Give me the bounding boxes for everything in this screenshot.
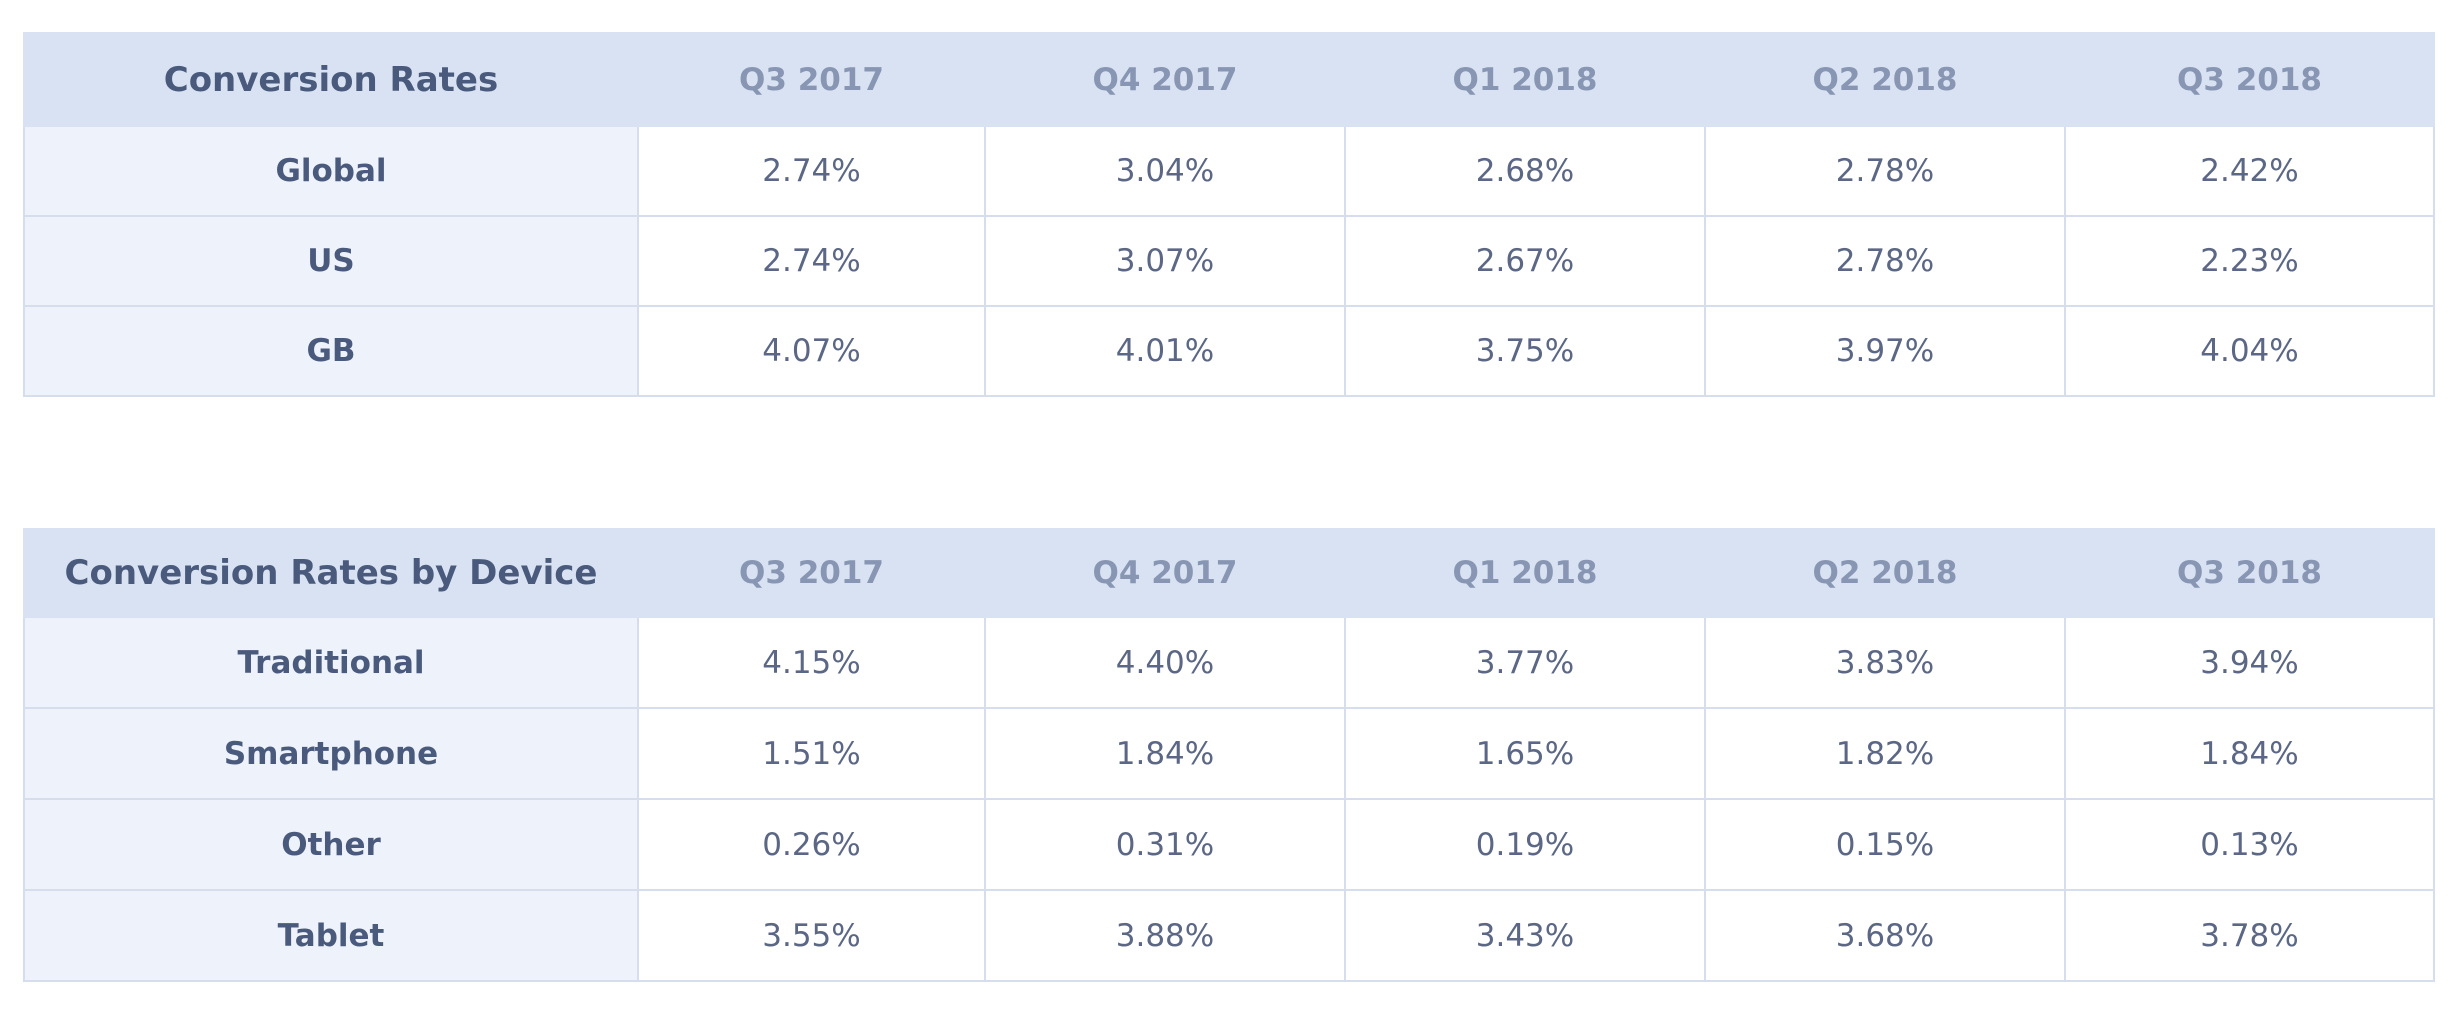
table-cell: 1.82% [1704,707,2066,800]
table-cell: 3.75% [1344,305,1706,397]
table-cell: 2.23% [2064,215,2435,307]
table-row: GB 4.07% 4.01% 3.75% 3.97% 4.04% [23,305,2435,397]
row-label: Traditional [23,616,639,709]
table-cell: 0.15% [1704,798,2066,891]
table-cell: 4.01% [984,305,1346,397]
column-header: Q4 2017 [984,32,1346,127]
row-label: Global [23,125,639,217]
table-cell: 3.68% [1704,889,2066,982]
column-header: Q3 2018 [2064,32,2435,127]
table-header-row: Conversion Rates by Device Q3 2017 Q4 20… [23,528,2435,618]
column-header: Q1 2018 [1344,32,1706,127]
table-cell: 3.07% [984,215,1346,307]
table-cell: 3.77% [1344,616,1706,709]
table-cell: 2.74% [637,125,986,217]
table-row: Global 2.74% 3.04% 2.68% 2.78% 2.42% [23,125,2435,217]
table-row: Smartphone 1.51% 1.84% 1.65% 1.82% 1.84% [23,707,2435,800]
table-cell: 1.51% [637,707,986,800]
table-cell: 2.74% [637,215,986,307]
table-row: Traditional 4.15% 4.40% 3.77% 3.83% 3.94… [23,616,2435,709]
conversion-rates-by-device-table: Conversion Rates by Device Q3 2017 Q4 20… [23,528,2435,982]
column-header: Q2 2018 [1704,32,2066,127]
column-header: Q3 2018 [2064,528,2435,618]
row-label: Other [23,798,639,891]
conversion-rates-table: Conversion Rates Q3 2017 Q4 2017 Q1 2018… [23,32,2435,397]
row-label: GB [23,305,639,397]
column-header: Q4 2017 [984,528,1346,618]
row-label: US [23,215,639,307]
table-cell: 3.55% [637,889,986,982]
table-cell: 3.43% [1344,889,1706,982]
table-cell: 0.19% [1344,798,1706,891]
table-cell: 0.13% [2064,798,2435,891]
table-cell: 0.26% [637,798,986,891]
table-cell: 3.94% [2064,616,2435,709]
column-header: Q3 2017 [637,32,986,127]
table-cell: 3.04% [984,125,1346,217]
table-cell: 2.78% [1704,215,2066,307]
table-cell: 2.67% [1344,215,1706,307]
table-title: Conversion Rates by Device [23,528,639,618]
table-row: US 2.74% 3.07% 2.67% 2.78% 2.23% [23,215,2435,307]
table-cell: 1.84% [2064,707,2435,800]
table-header-row: Conversion Rates Q3 2017 Q4 2017 Q1 2018… [23,32,2435,127]
row-label: Smartphone [23,707,639,800]
table-cell: 4.40% [984,616,1346,709]
table-cell: 4.15% [637,616,986,709]
table-cell: 2.42% [2064,125,2435,217]
column-header: Q2 2018 [1704,528,2066,618]
table-cell: 4.07% [637,305,986,397]
table-cell: 3.78% [2064,889,2435,982]
table-cell: 2.78% [1704,125,2066,217]
row-label: Tablet [23,889,639,982]
table-cell: 0.31% [984,798,1346,891]
column-header: Q3 2017 [637,528,986,618]
table-cell: 4.04% [2064,305,2435,397]
column-header: Q1 2018 [1344,528,1706,618]
table-cell: 3.83% [1704,616,2066,709]
table-cell: 2.68% [1344,125,1706,217]
table-cell: 3.88% [984,889,1346,982]
table-row: Other 0.26% 0.31% 0.19% 0.15% 0.13% [23,798,2435,891]
table-row: Tablet 3.55% 3.88% 3.43% 3.68% 3.78% [23,889,2435,982]
table-cell: 1.65% [1344,707,1706,800]
table-cell: 1.84% [984,707,1346,800]
table-title: Conversion Rates [23,32,639,127]
table-cell: 3.97% [1704,305,2066,397]
